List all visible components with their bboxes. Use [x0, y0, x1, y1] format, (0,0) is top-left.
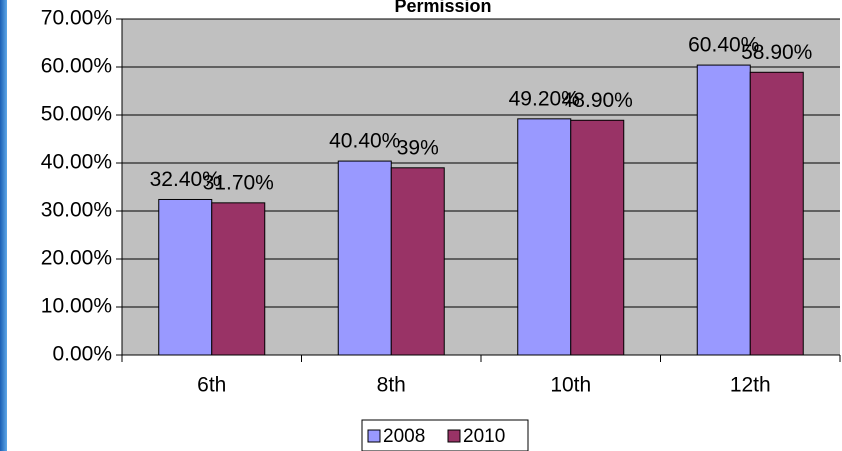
x-tick-label: 6th [197, 374, 226, 397]
bar [696, 64, 751, 356]
data-label: 60.40% [688, 34, 759, 57]
y-tick-label: 70.00% [41, 7, 112, 30]
data-label: 31.70% [203, 171, 274, 194]
y-tick-label: 10.00% [41, 295, 112, 318]
bar [570, 119, 625, 356]
y-tick-label: 30.00% [41, 199, 112, 222]
x-tick-label: 12th [730, 374, 771, 397]
y-tick-label: 50.00% [41, 103, 112, 126]
data-label: 58.90% [741, 41, 812, 64]
x-tick-label: 8th [377, 374, 406, 397]
bar [390, 167, 445, 356]
y-tick-label: 60.00% [41, 55, 112, 78]
legend-label: 2010 [463, 426, 505, 447]
bar [158, 198, 213, 356]
legend-swatch [367, 429, 381, 443]
x-tick-label: 10th [550, 374, 591, 397]
legend-box [361, 419, 529, 451]
legend-swatch [447, 429, 461, 443]
bar [517, 118, 572, 356]
data-label: 49.20% [509, 87, 580, 110]
y-tick-label: 40.00% [41, 151, 112, 174]
bar [749, 71, 804, 356]
slide-edge [0, 0, 7, 451]
data-label: 32.40% [150, 168, 221, 191]
legend-label: 2008 [383, 426, 425, 447]
y-tick-label: 0.00% [52, 343, 112, 366]
y-tick-label: 20.00% [41, 247, 112, 270]
chart-title: Permission [394, 0, 491, 16]
data-label: 48.90% [562, 89, 633, 112]
bar [211, 202, 266, 356]
data-label: 39% [397, 136, 439, 159]
bar [337, 160, 392, 356]
data-label: 40.40% [329, 130, 400, 153]
